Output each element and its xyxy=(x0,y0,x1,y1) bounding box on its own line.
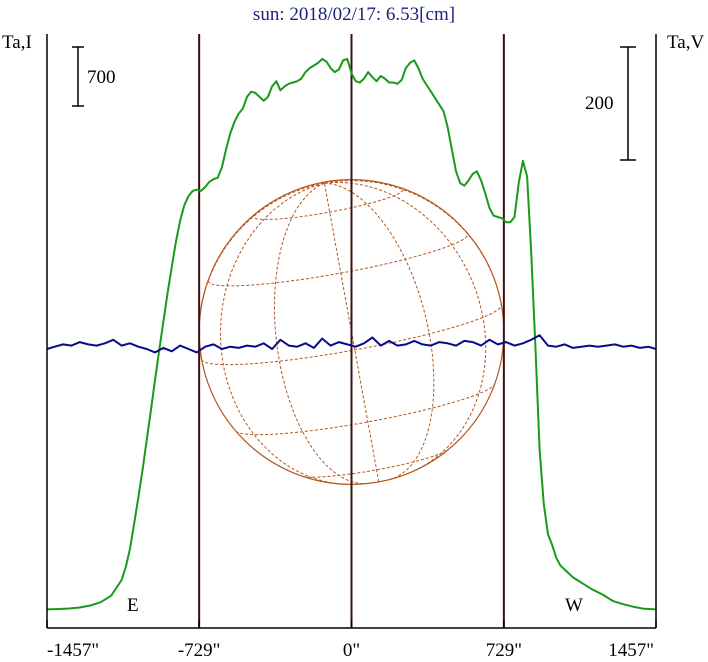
left-axis-label: Ta,I xyxy=(2,32,32,53)
x-tick-label: -729" xyxy=(178,640,221,661)
x-tick-label: -1457" xyxy=(47,640,99,661)
left-scale-label: 700 xyxy=(87,67,116,88)
x-axis-ticks: -1457" -729" 0" 729" 1457" xyxy=(46,620,657,661)
x-tick-label: 729" xyxy=(486,640,522,661)
right-axis-label: Ta,V xyxy=(667,32,704,53)
disk-meridian-1 xyxy=(219,182,347,485)
disk-meridian-2 xyxy=(274,182,369,485)
x-tick-label: 0" xyxy=(343,640,360,661)
disk-parallel-0 xyxy=(302,449,449,478)
west-limb-label: W xyxy=(565,595,583,616)
disk-parallel-1 xyxy=(235,383,496,436)
series-layer xyxy=(46,58,657,611)
right-scale-bar: 200 xyxy=(585,46,636,161)
disk-parallel-4 xyxy=(252,187,404,220)
polarization-series-line xyxy=(46,334,657,354)
disk-parallel-3 xyxy=(207,233,469,287)
disk-meridian-5 xyxy=(324,182,487,474)
disk-meridian-3 xyxy=(323,183,380,483)
disk-meridian-4 xyxy=(324,182,435,481)
right-scale-label: 200 xyxy=(585,93,614,114)
intensity-series-line xyxy=(46,58,657,611)
disk-parallel-2 xyxy=(201,304,502,366)
chart-title: sun: 2018/02/17: 6.53[cm] xyxy=(253,4,455,25)
east-limb-label: E xyxy=(127,595,139,616)
left-scale-bar: 700 xyxy=(72,46,116,107)
x-tick-label: 1457" xyxy=(608,640,654,661)
reference-lines xyxy=(198,34,505,628)
